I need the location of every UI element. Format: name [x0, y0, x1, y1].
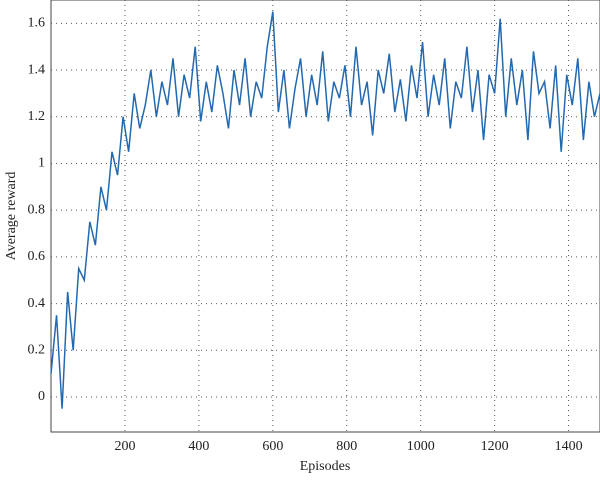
y-tick-label: 1.6: [28, 16, 46, 31]
x-tick-label: 1400: [555, 439, 583, 454]
x-tick-label: 400: [188, 439, 209, 454]
x-axis-label: Episodes: [300, 459, 351, 474]
y-tick-label: 0.6: [28, 249, 46, 264]
reward-line: [50, 11, 600, 409]
x-tick-label: 600: [262, 439, 283, 454]
y-axis-label: Average reward: [4, 172, 19, 261]
y-tick-label: 0.2: [28, 342, 46, 357]
y-tick-label: 1.2: [28, 109, 46, 124]
plot-frame: [50, 0, 600, 433]
y-tick-label: 0: [38, 389, 45, 404]
y-tick-label: 1.4: [28, 62, 46, 77]
x-tick-label: 200: [114, 439, 135, 454]
x-tick-label: 1000: [407, 439, 435, 454]
y-tick-label: 0.8: [28, 202, 46, 217]
y-tick-label: 1: [38, 156, 45, 171]
x-tick-label: 1200: [481, 439, 509, 454]
x-tick-label: 800: [336, 439, 357, 454]
y-tick-label: 0.4: [28, 296, 46, 311]
